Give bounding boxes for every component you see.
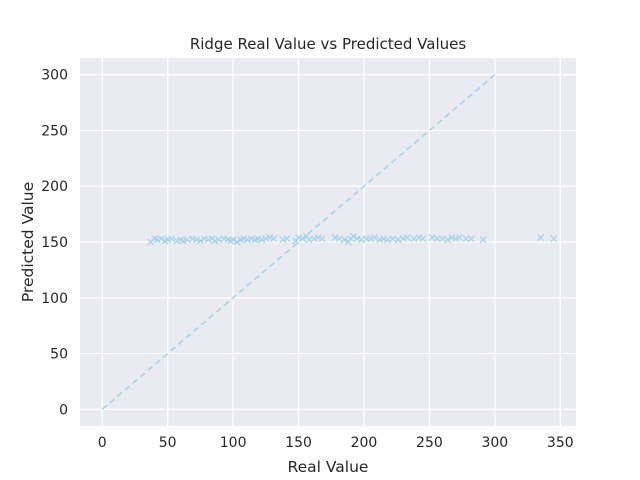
x-tick-label: 300 [481,435,508,451]
data-point [367,235,374,243]
data-point [537,234,545,241]
data-point [403,234,411,241]
grid [80,58,576,426]
y-tick-label: 150 [41,235,68,251]
data-point [318,235,326,243]
y-axis-label: Predicted Value [19,182,37,302]
data-point [183,236,191,244]
data-point [164,236,172,244]
data-point [310,235,318,243]
y-tick-label: 300 [41,68,68,84]
x-tick-label: 250 [416,435,443,451]
y-tick-label: 200 [41,179,68,195]
y-tick-label: 0 [59,402,68,418]
data-point [196,237,204,245]
data-point [428,234,436,241]
data-point [410,235,418,243]
reference-line [101,74,496,410]
data-point [350,232,357,240]
x-axis-label: Real Value [288,458,369,476]
data-point [340,236,348,244]
data-point [433,235,441,243]
data-point [331,234,339,241]
x-tick-label: 0 [98,435,107,451]
x-tick-label: 150 [285,435,312,451]
data-point [444,236,452,244]
data-point [153,236,161,244]
data-point [384,236,392,244]
data-point [456,234,463,241]
data-point [357,236,365,244]
data-point [215,236,223,244]
data-point [200,235,208,243]
data-point [448,234,456,241]
data-point [452,235,460,243]
data-point [415,234,423,241]
data-point [353,235,361,243]
data-point [305,236,313,244]
data-point [157,235,165,243]
data-point [283,235,291,243]
y-tick-label: 250 [41,123,68,139]
data-point [229,236,237,244]
data-point [394,236,402,244]
x-tick-label: 100 [220,435,247,451]
data-point [254,235,262,243]
data-point [204,236,212,244]
x-tick-label: 350 [547,435,574,451]
x-tick-label: 50 [159,435,177,451]
x-tick-label: 200 [351,435,378,451]
data-point [479,236,487,244]
data-point [179,237,187,245]
data-point [220,235,228,243]
scatter-points [147,232,558,246]
data-point [295,234,303,241]
data-point [189,235,197,243]
y-tick-labels: 0 50 100 150 200 250 300 [41,68,68,419]
data-point [240,235,248,243]
data-point [299,235,306,243]
data-point [314,234,322,241]
data-point [467,235,475,243]
ideal-fit-line [101,74,496,410]
data-point [193,236,200,244]
data-point [168,235,176,243]
data-point [370,234,378,241]
data-point [270,235,278,243]
data-point [211,237,219,245]
data-point [399,235,407,243]
data-point [335,235,343,243]
data-point [380,235,388,243]
data-point [258,236,266,244]
y-tick-label: 100 [41,291,68,307]
data-point [173,237,181,245]
data-point [266,234,274,241]
data-point [462,235,470,243]
data-point [550,235,558,243]
data-point [419,235,427,243]
x-tick-labels: 0 50 100 150 200 250 300 350 [98,435,574,451]
data-point [262,235,270,243]
y-tick-label: 50 [50,347,68,363]
data-point [389,235,397,243]
data-point [376,236,384,244]
data-point [279,236,287,244]
data-point [233,238,241,246]
chart-title: Ridge Real Value vs Predicted Values [190,35,467,53]
data-point [244,236,251,244]
data-point [247,235,255,243]
data-point [439,235,446,243]
